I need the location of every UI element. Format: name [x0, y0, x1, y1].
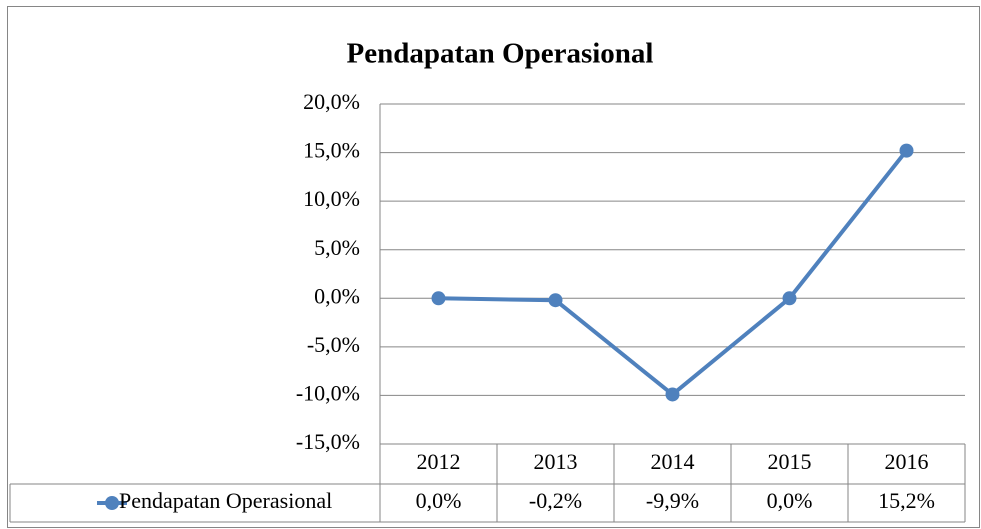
y-tick-label: -5,0%: [307, 332, 360, 357]
data-point: [665, 387, 680, 402]
table-value: 0,0%: [767, 488, 813, 513]
y-tick-label: 15,0%: [303, 138, 360, 163]
y-tick-label: 5,0%: [314, 235, 360, 260]
x-tick-label: 2015: [768, 449, 812, 474]
y-tick-label: 10,0%: [303, 186, 360, 211]
data-point: [548, 293, 563, 308]
x-tick-label: 2012: [417, 449, 461, 474]
chart-title: Pendapatan Operasional: [347, 38, 654, 70]
table-value: 15,2%: [878, 488, 935, 513]
legend-marker: [105, 496, 119, 510]
data-point: [899, 143, 914, 158]
y-tick-label: -10,0%: [296, 380, 360, 405]
data-point: [431, 291, 446, 306]
chart-border: [7, 6, 980, 528]
x-tick-label: 2013: [534, 449, 578, 474]
data-point: [782, 291, 797, 306]
legend-label: Pendapatan Operasional: [119, 488, 332, 513]
table-value: 0,0%: [416, 488, 462, 513]
y-tick-label: 20,0%: [303, 89, 360, 114]
y-tick-label: 0,0%: [314, 283, 360, 308]
table-value: -0,2%: [529, 488, 582, 513]
table-value: -9,9%: [646, 488, 699, 513]
x-tick-label: 2016: [885, 449, 929, 474]
y-tick-label: -15,0%: [296, 429, 360, 454]
x-tick-label: 2014: [651, 449, 695, 474]
